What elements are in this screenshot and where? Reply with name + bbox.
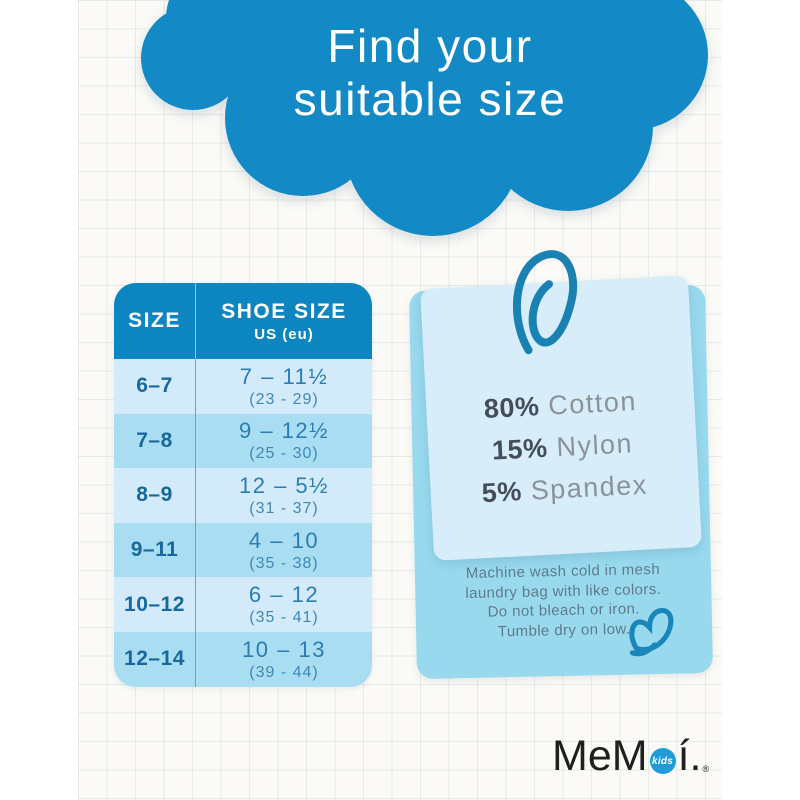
page-title-line2: suitable size <box>293 73 567 125</box>
table-row: 8–9 12 – 5½ (31 - 37) <box>114 468 372 523</box>
table-row: 12–14 10 – 13 (39 - 44) <box>114 631 372 687</box>
composition-material: Nylon <box>555 428 634 463</box>
shoe-size-eu: (39 - 44) <box>249 663 319 681</box>
header-shoe-size-label: SHOE SIZE <box>221 299 347 323</box>
paperclip-doodle-icon <box>513 250 578 355</box>
table-row: 10–12 6 – 12 (35 - 41) <box>114 577 372 632</box>
shoe-size-eu: (35 - 41) <box>249 609 319 627</box>
shoe-size-cell: 12 – 5½ (31 - 37) <box>196 468 372 523</box>
shoe-size-eu: (23 - 29) <box>249 390 319 408</box>
memoi-logo: MeM kids í. ® <box>552 735 709 778</box>
size-table-header: SIZE SHOE SIZE US (eu) <box>114 283 372 359</box>
shoe-size-cell: 4 – 10 (35 - 38) <box>196 523 372 578</box>
cloud-shape <box>141 0 708 236</box>
size-cell: 10–12 <box>114 577 196 632</box>
header-size-cell: SIZE <box>114 283 196 359</box>
shoe-size-cell: 7 – 11½ (23 - 29) <box>196 359 372 414</box>
size-table: SIZE SHOE SIZE US (eu) 6–7 7 – 11½ (23 -… <box>114 283 372 687</box>
page-title: Find your suitable size <box>120 20 740 126</box>
shoe-size-us: 10 – 13 <box>242 636 326 662</box>
logo-kids-label: kids <box>651 755 674 767</box>
heart-doodle-icon <box>629 608 674 657</box>
fabric-card: Machine wash cold in mesh laundry bag wi… <box>408 284 714 680</box>
composition-percent: 5% <box>480 476 523 509</box>
composition-material: Spandex <box>529 469 649 506</box>
shoe-size-cell: 6 – 12 (35 - 41) <box>196 577 372 632</box>
logo-suffix: í. <box>677 732 702 780</box>
header-shoe-size-sublabel: US (eu) <box>254 325 314 343</box>
shoe-size-us: 7 – 11½ <box>239 363 329 389</box>
shoe-size-cell: 9 – 12½ (25 - 30) <box>196 414 372 469</box>
composition-percent: 15% <box>491 432 549 466</box>
size-cell: 8–9 <box>114 468 196 523</box>
shoe-size-us: 9 – 12½ <box>238 418 329 444</box>
table-row: 6–7 7 – 11½ (23 - 29) <box>114 359 372 414</box>
registered-mark: ® <box>702 764 710 774</box>
shoe-size-eu: (25 - 30) <box>249 445 319 463</box>
table-row: 7–8 9 – 12½ (25 - 30) <box>114 413 372 469</box>
size-cell: 9–11 <box>114 522 196 578</box>
composition-percent: 80% <box>483 391 541 425</box>
logo-kids-badge: kids <box>649 748 676 774</box>
size-cell: 12–14 <box>114 631 196 687</box>
shoe-size-cell: 10 – 13 (39 - 44) <box>196 632 372 687</box>
page-title-line1: Find your <box>327 20 533 72</box>
logo-prefix: MeM <box>552 732 648 780</box>
shoe-size-us: 12 – 5½ <box>238 472 329 498</box>
header-shoe-size-cell: SHOE SIZE US (eu) <box>196 283 372 359</box>
size-cell: 7–8 <box>114 413 196 469</box>
shoe-size-eu: (35 - 38) <box>249 554 319 572</box>
shoe-size-us: 6 – 12 <box>248 582 320 608</box>
composition-material: Cotton <box>547 386 638 421</box>
size-cell: 6–7 <box>114 359 196 414</box>
shoe-size-us: 4 – 10 <box>248 527 320 553</box>
table-row: 9–11 4 – 10 (35 - 38) <box>114 522 372 578</box>
shoe-size-eu: (31 - 37) <box>249 499 319 517</box>
